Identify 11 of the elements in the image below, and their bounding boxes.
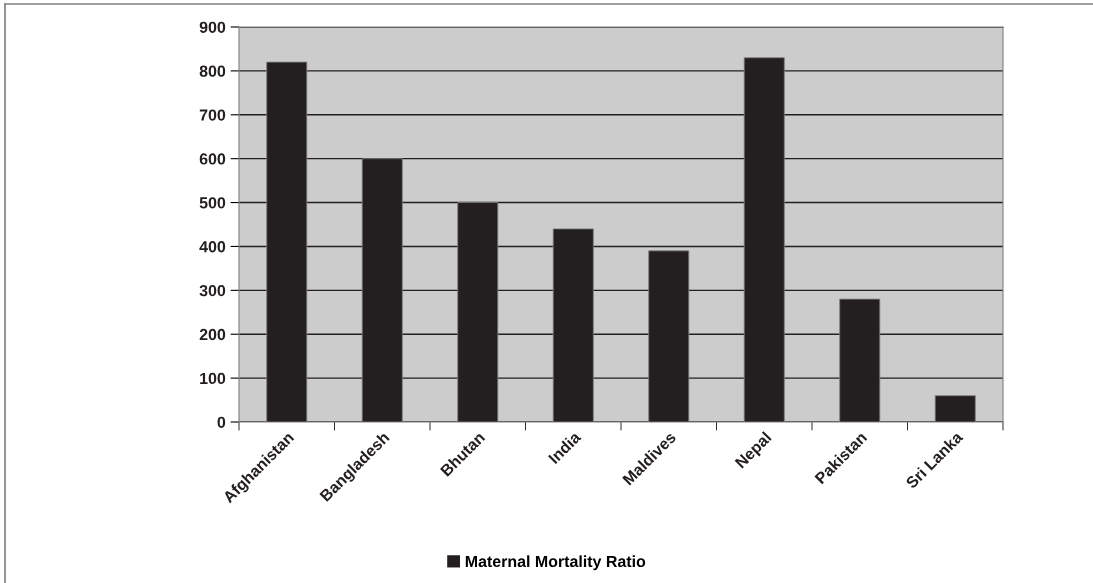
y-tick-label: 900: [199, 21, 226, 33]
y-tick-label: 700: [199, 109, 226, 121]
y-tick-label: 500: [199, 197, 226, 209]
y-tick-label: 0: [217, 416, 226, 428]
y-tick-label: 400: [199, 241, 226, 253]
y-tick-label: 100: [200, 372, 226, 385]
y-tick-label: 300: [199, 284, 226, 297]
y-tick-label: 600: [199, 153, 226, 165]
legend-label: Maternal Mortality Ratio: [465, 555, 646, 571]
y-tick-label: 200: [199, 328, 226, 341]
y-tick-label: 800: [199, 65, 226, 77]
